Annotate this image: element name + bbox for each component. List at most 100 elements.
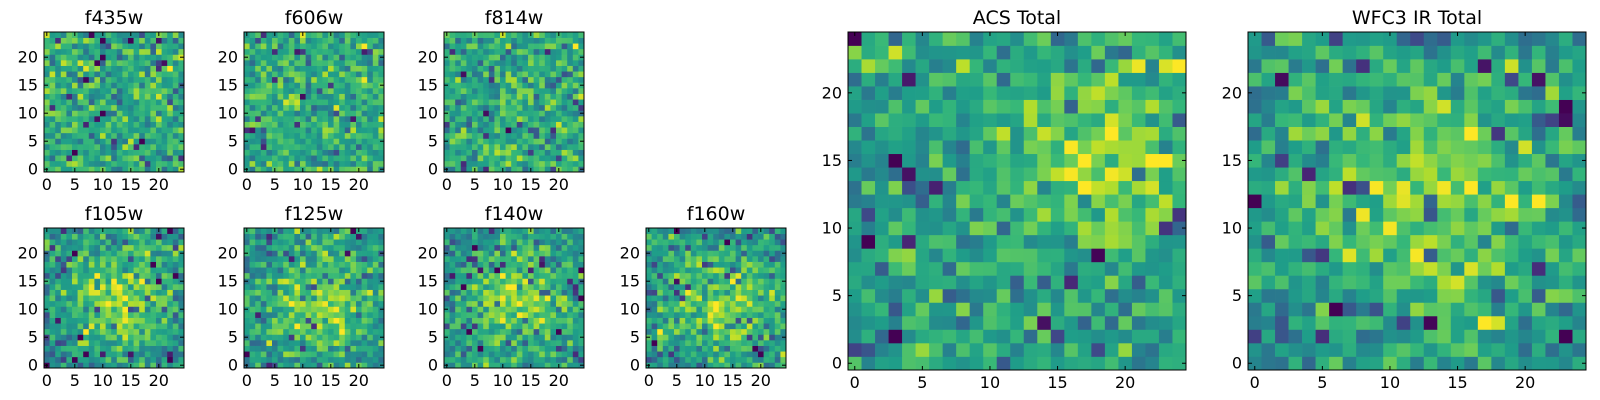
- heatmap-cell: [657, 289, 664, 296]
- heatmap-cell: [567, 323, 574, 330]
- heatmap-cell: [528, 278, 534, 285]
- heatmap-cell: [128, 76, 134, 83]
- heatmap-cell: [305, 127, 312, 134]
- heatmap-cell: [1037, 207, 1052, 222]
- heatmap-cell: [133, 88, 140, 94]
- heatmap-cell: [505, 166, 512, 173]
- heatmap-cell: [578, 116, 585, 122]
- heatmap-cell: [60, 340, 67, 346]
- heatmap-cell: [283, 306, 290, 313]
- heatmap-cell: [161, 65, 168, 72]
- heatmap-cell: [88, 43, 95, 50]
- heatmap-cell: [567, 104, 574, 111]
- heatmap-cell: [1010, 342, 1025, 357]
- heatmap-cell: [769, 267, 776, 274]
- heatmap-cell: [322, 233, 329, 240]
- heatmap-cell: [372, 116, 379, 122]
- heatmap-cell: [646, 267, 652, 274]
- heatmap-cell: [969, 180, 984, 195]
- heatmap-cell: [983, 248, 998, 263]
- heatmap-cell: [133, 76, 140, 83]
- heatmap-cell: [746, 228, 753, 234]
- heatmap-cell: [111, 54, 118, 61]
- heatmap-cell: [49, 132, 56, 139]
- heatmap-cell: [1010, 167, 1025, 182]
- heatmap-cell: [539, 93, 546, 100]
- heatmap-cell: [156, 65, 162, 72]
- heatmap-cell: [572, 250, 579, 257]
- heatmap-cell: [322, 317, 329, 324]
- heatmap-cell: [161, 116, 168, 122]
- heatmap-cell: [122, 233, 129, 240]
- heatmap-cell: [277, 82, 284, 89]
- heatmap-cell: [942, 315, 957, 330]
- heatmap-cell: [1145, 180, 1160, 195]
- heatmap-cell: [533, 233, 540, 240]
- heatmap-cell: [378, 99, 385, 106]
- heatmap-cell: [44, 272, 50, 279]
- heatmap-cell: [260, 272, 267, 279]
- heatmap-cell: [322, 121, 329, 128]
- heatmap-cell: [996, 302, 1011, 317]
- heatmap-cell: [167, 340, 174, 346]
- heatmap-cell: [511, 149, 518, 156]
- heatmap-cell: [494, 65, 501, 72]
- heatmap-cell: [861, 302, 876, 317]
- heatmap-cell: [100, 284, 106, 290]
- heatmap-cell: [150, 256, 157, 262]
- heatmap-cell: [528, 323, 534, 330]
- heatmap-cell: [572, 351, 579, 358]
- heatmap-cell: [333, 261, 340, 268]
- heatmap-cell: [741, 267, 748, 274]
- heatmap-cell: [305, 261, 312, 268]
- heatmap-cell: [505, 110, 512, 117]
- heatmap-cell: [983, 180, 998, 195]
- heatmap-cell: [544, 104, 551, 111]
- heatmap-cell: [774, 345, 781, 352]
- heatmap-cell: [344, 160, 351, 167]
- heatmap-cell: [561, 256, 568, 262]
- heatmap-cell: [746, 300, 753, 307]
- heatmap-cell: [305, 54, 312, 61]
- heatmap-cell: [94, 295, 101, 302]
- heatmap-cell: [483, 306, 490, 313]
- heatmap-cell: [578, 261, 585, 268]
- heatmap-cell: [178, 104, 185, 111]
- heatmap-cell: [83, 250, 90, 257]
- heatmap-cell: [105, 144, 112, 150]
- heatmap-cell: [735, 278, 742, 285]
- heatmap-cell: [500, 317, 506, 324]
- heatmap-cell: [60, 160, 67, 167]
- heatmap-cell: [372, 356, 379, 363]
- x-tick-label: 5: [672, 371, 682, 390]
- heatmap-cell: [505, 300, 512, 307]
- heatmap-cell: [333, 334, 340, 341]
- heatmap-cell: [550, 267, 557, 274]
- y-tick-label: 20: [620, 244, 640, 263]
- heatmap-cell: [444, 71, 450, 78]
- heatmap-cell: [533, 88, 540, 94]
- heatmap-cell: [483, 76, 490, 83]
- heatmap-cell: [94, 345, 101, 352]
- heatmap-cell: [1077, 221, 1092, 236]
- heatmap-cell: [100, 110, 106, 117]
- heatmap-cell: [533, 289, 540, 296]
- heatmap-cell: [774, 362, 781, 369]
- heatmap-cell: [780, 317, 787, 324]
- heatmap-cell: [288, 43, 295, 50]
- heatmap-cell: [455, 93, 462, 100]
- heatmap-cell: [88, 289, 95, 296]
- heatmap-cell: [283, 312, 290, 318]
- heatmap-cell: [316, 278, 323, 285]
- heatmap-cell: [505, 65, 512, 72]
- heatmap-cell: [848, 207, 862, 222]
- heatmap-cell: [758, 261, 764, 268]
- heatmap-cell: [685, 261, 692, 268]
- heatmap-cell: [300, 239, 306, 246]
- heatmap-cell: [378, 261, 385, 268]
- heatmap-cell: [522, 239, 529, 246]
- heatmap-cell: [780, 261, 787, 268]
- heatmap-cell: [361, 149, 368, 156]
- heatmap-cell: [657, 345, 664, 352]
